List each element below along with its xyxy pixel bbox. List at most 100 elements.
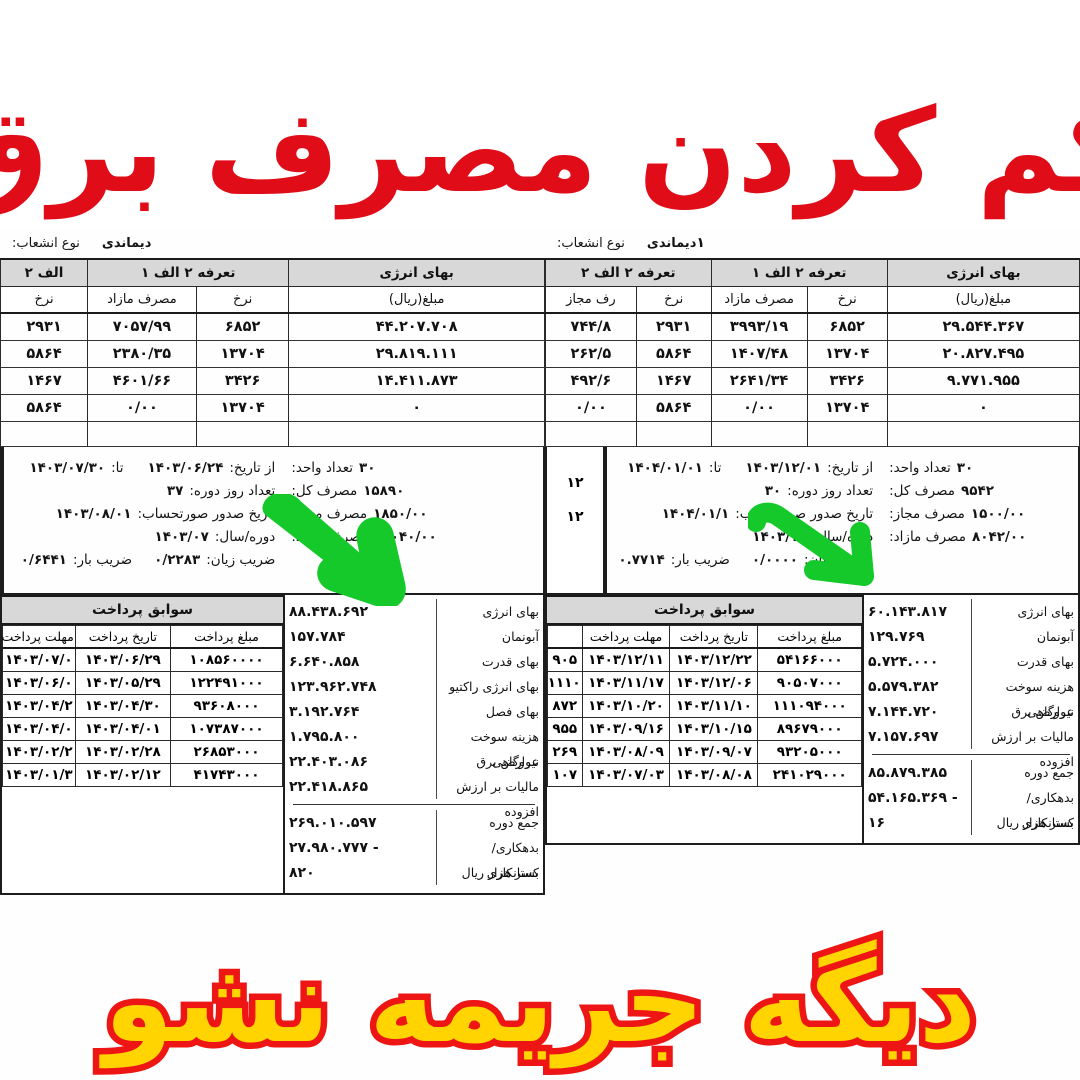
cell-rate2: ۵۸۶۴ — [635, 340, 712, 368]
tariff-group-energy-left: بهای انرژی — [288, 258, 545, 287]
tariff-body-right: ۲۹.۵۴۴.۳۶۷ ۶۸۵۲ ۳۹۹۳/۱۹ ۲۹۳۱ ۷۴۴/۸ ۲۰.۸۲… — [545, 312, 1080, 447]
to-date-label: تا: — [111, 460, 124, 476]
charge-row: بهای انرژی ۸۸.۴۳۸.۶۹۲ — [285, 599, 543, 624]
tariff-sub-excess-left: مصرف مازاد — [87, 286, 197, 314]
period-value: ۱۴۰۳/۰۷ — [154, 529, 209, 545]
period-block-left: از تاریخ: ۱۴۰۳/۰۶/۲۴ تا: ۱۴۰۳/۰۷/۳۰ تعداد ر… — [2, 447, 283, 593]
pay-header-due: مهلت پرداخت — [581, 625, 671, 649]
cell-rate1: ۱۳۷۰۴ — [806, 340, 888, 368]
cell-amount: ۰ — [288, 394, 545, 422]
cell-allowed: ۷۴۴/۸ — [545, 312, 637, 341]
caption-text: دیگه جریمه نشو — [97, 938, 982, 1068]
tariff-sub-rate2-left: نرخ — [0, 286, 89, 314]
total-consumption-label: مصرف کل: — [291, 483, 358, 499]
table-row: ۵۴۱۶۶۰۰۰ ۱۴۰۳/۱۲/۲۲ ۱۴۰۳/۱۲/۱۱ ۹۰۵ — [547, 647, 862, 672]
payment-table-left: مبلغ پرداخت تاریخ پرداخت مهلت پرداخت ۱۰۸… — [2, 625, 283, 787]
bill-left: دیماندی نوع انشعاب: بهای انرژی تعرفه ۲ ا… — [0, 228, 545, 1080]
service-type-row-right: ۱ دیماندی نوع انشعاب: — [545, 228, 1080, 258]
tariff-table-left: بهای انرژی تعرفه ۲ الف ۱ الف ۲ مبلغ(ریال… — [0, 258, 545, 447]
service-type-value-left: دیماندی — [101, 235, 152, 251]
loss-factor-label: ضریب زیان: — [804, 552, 874, 568]
cell-amount: ۲۰.۸۲۷.۴۹۵ — [886, 340, 1080, 368]
issue-date-value: ۱۴۰۴/۰۱/۱ — [661, 506, 730, 522]
tariff-sub-excess-right: مصرف مازاد — [710, 286, 808, 314]
allowed-consumption-label: مصرف مجاز: — [889, 506, 965, 522]
charge-row: بهای انرژی ۶۰.۱۴۳.۸۱۷ — [864, 599, 1078, 624]
days-label: تعداد روز دوره: — [189, 483, 276, 499]
period-block-right: از تاریخ: ۱۴۰۳/۱۲/۰۱ تا: ۱۴۰۴/۰۱/۰۱ تعداد ر… — [605, 447, 881, 593]
load-factor-label: ضریب بار: — [72, 552, 133, 568]
units-label: تعداد واحد: — [889, 460, 951, 476]
cell-rate1: ۱۳۷۰۴ — [195, 340, 290, 368]
charge-row: آبونمان ۱۵۷.۷۸۴ — [285, 624, 543, 649]
total-row: بدهکاری/بستانکاری ۵۴.۱۶۵.۳۶۹ - — [864, 785, 1078, 830]
cell-rate2: ۱۴۶۷ — [635, 367, 712, 395]
charge-row: بهای انرژی راکتیو ۱۲۳.۹۶۲.۷۴۸ — [285, 674, 543, 699]
excess-consumption-value: ۱۴۰۴۰/۰۰ — [374, 529, 437, 545]
table-row: ۲۴۱۰۲۹۰۰۰ ۱۴۰۳/۰۸/۰۸ ۱۴۰۳/۰۷/۰۳ ۱۰۷ — [547, 763, 862, 787]
consumption-block-left: ۳۰ تعداد واحد: ۱۵۸۹۰ مصرف کل: ۱۸۵۰/۰۰ مصرف … — [283, 447, 543, 593]
total-row: بدهکاری/بستانکاری ۲۷.۹۸۰.۷۷۷ - — [285, 835, 543, 880]
to-date-value: ۱۴۰۴/۰۱/۰۱ — [627, 460, 703, 476]
payment-history-left: سوابق پرداخت مبلغ پرداخت تاریخ پرداخت مه… — [0, 595, 283, 895]
units-value: ۳۰ — [956, 460, 974, 476]
cell-amount: ۲۹.۸۱۹.۱۱۱ — [288, 340, 545, 368]
charge-row: بهای قدرت ۶.۶۴۰.۸۵۸ — [285, 649, 543, 674]
units-value: ۳۰ — [358, 460, 376, 476]
charge-row: هزینه سوخت نیروگاهی ۱.۷۹۵.۸۰۰ — [285, 724, 543, 769]
tariff-sub-rate1-left: نرخ — [195, 286, 290, 314]
cell-rate1: ۱۳۷۰۴ — [806, 394, 888, 422]
charge-row: عوارض برق ۷.۱۴۴.۷۲۰ — [864, 699, 1078, 724]
cell-amount: ۲۹.۵۴۴.۳۶۷ — [886, 312, 1080, 341]
cell-rate2: ۵۸۶۴ — [0, 394, 89, 422]
total-row: جمع دوره ۲۶۹.۰۱۰.۵۹۷ — [285, 810, 543, 835]
days-value: ۳۷ — [166, 483, 184, 499]
side-number: ۱۲ — [566, 475, 584, 491]
total-consumption-value: ۱۵۸۹۰ — [363, 483, 405, 499]
charge-row: مالیات بر ارزش افزوده ۲۲.۴۱۸.۸۶۵ — [285, 774, 543, 819]
load-factor-label: ضریب بار: — [670, 552, 730, 568]
table-row-spacer — [0, 421, 545, 447]
from-date-label: از تاریخ: — [229, 460, 276, 476]
divider — [293, 804, 535, 805]
cell-rate2: ۵۸۶۴ — [0, 340, 89, 368]
excess-consumption-value: ۸۰۴۲/۰۰ — [971, 529, 1027, 545]
cell-rate2: ۱۴۶۷ — [0, 367, 89, 395]
charge-row: بهای قدرت ۵.۷۲۴.۰۰۰ — [864, 649, 1078, 674]
table-row: ۰ ۱۳۷۰۴ ۰/۰۰ ۵۸۶۴ ۰/۰۰ — [545, 394, 1080, 422]
cell-excess: ۰/۰۰ — [710, 394, 808, 422]
table-row: ۲۹.۵۴۴.۳۶۷ ۶۸۵۲ ۳۹۹۳/۱۹ ۲۹۳۱ ۷۴۴/۸ — [545, 312, 1080, 341]
headline-text: کم کردن مصرف برق — [0, 84, 1080, 220]
total-row: کسر هزار ریال ۸۲۰ — [285, 860, 543, 885]
pay-header-due: مهلت پرداخت — [2, 625, 76, 649]
issue-date-label: تاریخ صدور صورتحساب: — [137, 506, 276, 522]
cell-excess: ۴۶۰۱/۶۶ — [87, 367, 197, 395]
service-type-label-left: نوع انشعاب: — [12, 235, 80, 251]
table-row: ۹۳۶۰۸۰۰۰ ۱۴۰۳/۰۴/۳۰ ۱۴۰۳/۰۴/۲ — [2, 694, 283, 718]
excess-consumption-label: مصرف مازاد: — [889, 529, 966, 545]
table-row: ۱۴.۴۱۱.۸۷۳ ۳۴۲۶ ۴۶۰۱/۶۶ ۱۴۶۷ — [0, 367, 545, 395]
load-factor-value: ۰/۶۴۴۱ — [20, 552, 67, 568]
tariff-group-a2-left: الف ۲ — [0, 258, 89, 287]
tariff-body-left: ۴۴.۲۰۷.۷۰۸ ۶۸۵۲ ۷۰۵۷/۹۹ ۲۹۳۱ ۲۹.۸۱۹.۱۱۱ … — [0, 312, 545, 447]
tariff-group-a2-right: تعرفه ۲ الف ۲ — [545, 258, 712, 287]
charge-row: هزینه سوخت نیروگاهی ۵.۵۷۹.۳۸۲ — [864, 674, 1078, 719]
tariff-group-a1-right: تعرفه ۲ الف ۱ — [710, 258, 888, 287]
tariff-group-a1-left: تعرفه ۲ الف ۱ — [87, 258, 290, 287]
days-label: تعداد روز دوره: — [787, 483, 874, 499]
cell-amount: ۰ — [886, 394, 1080, 422]
charge-row: بهای فصل ۳.۱۹۲.۷۶۴ — [285, 699, 543, 724]
table-row: ۹۳۲۰۵۰۰۰ ۱۴۰۳/۰۹/۰۷ ۱۴۰۳/۰۸/۰۹ ۲۶۹ — [547, 740, 862, 764]
total-consumption-label: مصرف کل: — [889, 483, 955, 499]
service-type-label-right: نوع انشعاب: — [557, 235, 625, 251]
total-consumption-value: ۹۵۴۲ — [960, 483, 994, 499]
cell-rate1: ۳۴۲۶ — [195, 367, 290, 395]
table-row: ۱۲۲۴۹۱۰۰۰ ۱۴۰۳/۰۵/۲۹ ۱۴۰۳/۰۶/۰ — [2, 671, 283, 695]
lower-region-right: بهای انرژی ۶۰.۱۴۳.۸۱۷ آبونمان ۱۲۹.۷۶۹ بهای… — [545, 595, 1080, 845]
pay-header-extra — [547, 625, 583, 649]
excess-consumption-label: مصرف مازاد: — [291, 529, 369, 545]
cell-excess: ۲۶۴۱/۳۴ — [710, 367, 808, 395]
table-row: ۹.۷۷۱.۹۵۵ ۳۴۲۶ ۲۶۴۱/۳۴ ۱۴۶۷ ۴۹۲/۶ — [545, 367, 1080, 395]
cell-rate2: ۲۹۳۱ — [0, 312, 89, 341]
charge-row: آبونمان ۱۲۹.۷۶۹ — [864, 624, 1078, 649]
